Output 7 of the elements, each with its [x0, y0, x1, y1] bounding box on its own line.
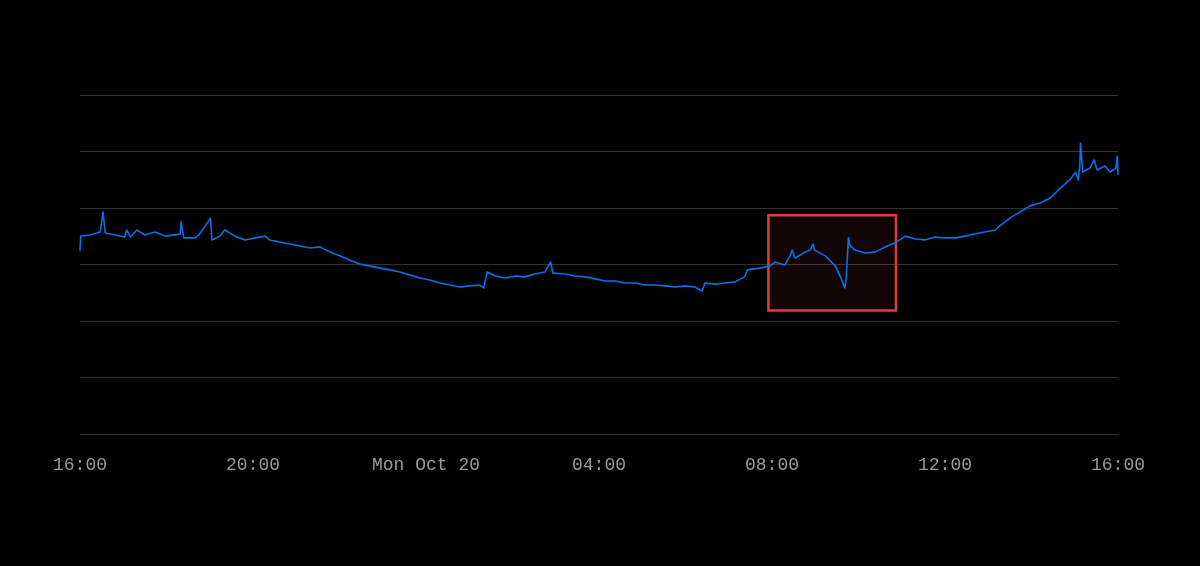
- x-tick-label: 08:00: [744, 455, 800, 475]
- x-tick-label: 12:00: [917, 455, 973, 475]
- x-tick-label: 16:00: [52, 455, 108, 475]
- x-tick-label: 16:00: [1090, 455, 1146, 475]
- x-tick-label: 20:00: [225, 455, 281, 475]
- x-tick-label: Mon Oct 20: [371, 455, 481, 475]
- x-tick-label: 04:00: [571, 455, 627, 475]
